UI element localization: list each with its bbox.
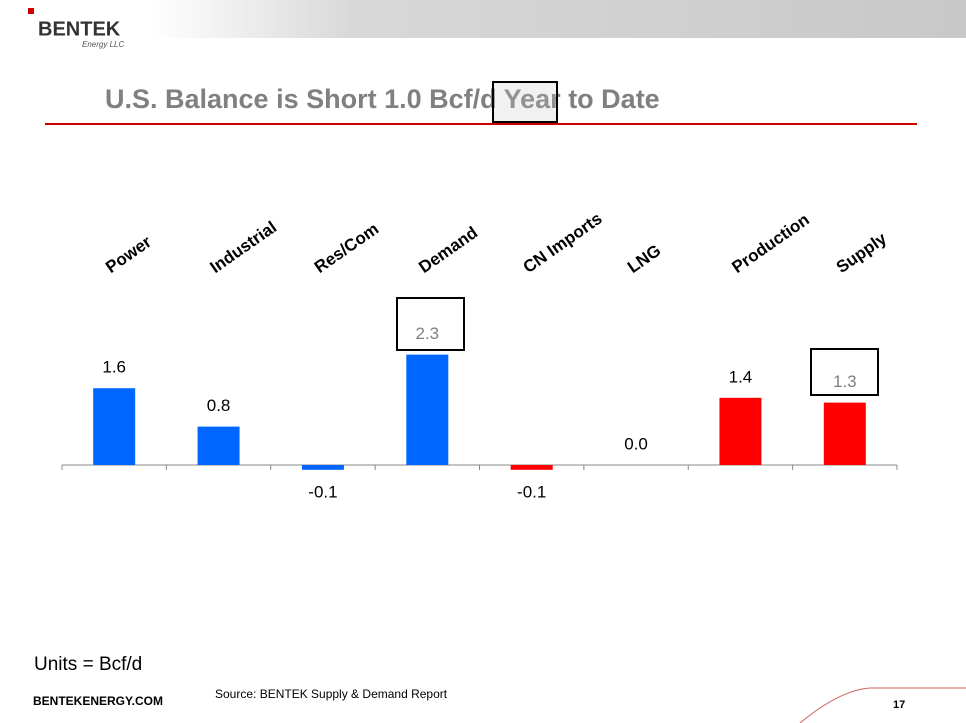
x-tick-label: CN Imports	[520, 209, 606, 277]
highlight-box	[492, 81, 558, 123]
logo: BENTEK	[38, 18, 121, 40]
bar	[823, 402, 866, 465]
value-label: 2.3	[415, 324, 439, 343]
x-tick-label: Demand	[415, 223, 481, 277]
value-label: -0.1	[517, 482, 546, 501]
highlight-box	[396, 297, 465, 351]
header-band	[150, 0, 966, 38]
x-tick-label: Industrial	[207, 217, 281, 276]
bar	[406, 354, 449, 465]
site: BENTEKENERGY.COM	[33, 694, 163, 708]
bar	[510, 465, 553, 470]
logo-sub: Energy LLC	[82, 40, 124, 49]
bar	[719, 397, 762, 465]
x-tick-label: Production	[728, 210, 812, 277]
x-tick-label: Res/Com	[311, 219, 382, 277]
value-label: 0.0	[624, 434, 648, 453]
value-label: -0.1	[308, 482, 337, 501]
x-tick-label: Power	[102, 232, 155, 277]
logo-mark	[28, 8, 34, 14]
source: Source: BENTEK Supply & Demand Report	[215, 687, 448, 701]
slide-title: U.S. Balance is Short 1.0 Bcf/d Year to …	[105, 84, 660, 114]
highlight-box	[810, 348, 879, 396]
bar	[93, 388, 136, 465]
units-note: Units = Bcf/d	[34, 654, 142, 675]
value-label: 0.8	[207, 396, 231, 415]
bar	[197, 426, 240, 465]
x-tick-label: Supply	[833, 229, 891, 277]
value-label: 1.3	[833, 372, 857, 391]
chart: Power 1.6 Industrial 0.8 Res/Com -0.1 Demand 2.…	[61, 209, 898, 501]
bar	[301, 465, 344, 470]
value-label: 1.4	[729, 367, 753, 386]
footer-curve	[799, 687, 966, 723]
value-label: 1.6	[102, 358, 126, 377]
x-tick-label: LNG	[624, 241, 664, 277]
page-number: 17	[893, 699, 905, 711]
